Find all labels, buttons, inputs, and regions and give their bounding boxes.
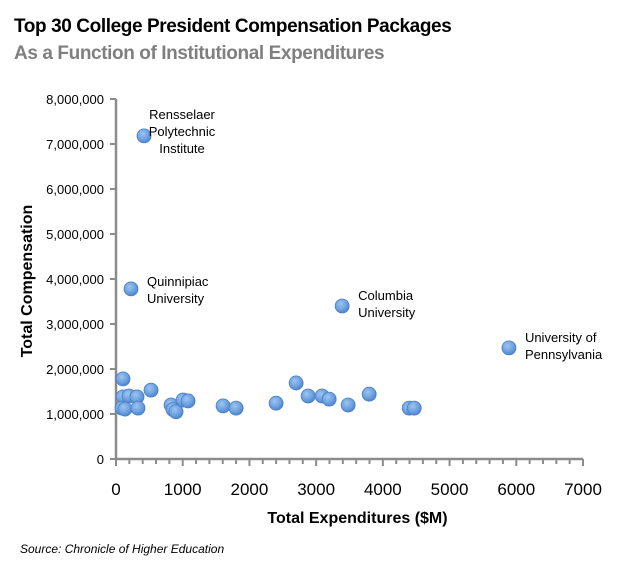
y-tick-label: 6,000,000 (46, 182, 104, 197)
data-point (228, 400, 244, 416)
tick-labels: 0 1,000,000 2,000,000 3,000,000 4,000,000 5,0… (46, 92, 602, 499)
y-tick-label: 4,000,000 (46, 272, 104, 287)
annotation-label: University (147, 291, 205, 306)
y-tick-label: 5,000,000 (46, 227, 104, 242)
data-point (136, 128, 152, 144)
x-tick-label: 3000 (297, 480, 335, 499)
data-point (361, 386, 377, 402)
x-tick-label: 4000 (364, 480, 402, 499)
x-tick-label: 0 (111, 480, 120, 499)
data-point (321, 391, 337, 407)
data-point (115, 371, 131, 387)
source-note: Source: Chronicle of Higher Education (20, 542, 225, 556)
data-point (288, 375, 304, 391)
x-axis-title: Total Expenditures ($M) (267, 510, 447, 527)
annotation-label: Rensselaer (149, 107, 215, 122)
annotation-label: Institute (159, 141, 205, 156)
y-tick-label: 1,000,000 (46, 407, 104, 422)
data-point (123, 281, 139, 297)
data-point (215, 398, 231, 414)
x-tick-label: 5000 (431, 480, 469, 499)
y-tick-label: 7,000,000 (46, 137, 104, 152)
annotation-label: Polytechnic (149, 124, 216, 139)
data-point (334, 298, 350, 314)
annotations: Rensselaer Polytechnic Institute Quinnipiac… (147, 107, 603, 362)
x-tick-label: 7000 (564, 480, 602, 499)
x-tick-label: 1000 (164, 480, 202, 499)
y-tick-label: 2,000,000 (46, 362, 104, 377)
y-tick-label: 8,000,000 (46, 92, 104, 107)
data-points (114, 128, 517, 420)
chart-title: Top 30 College President Compensation Pa… (14, 16, 452, 37)
data-point (117, 401, 133, 417)
y-tick-label: 0 (97, 452, 104, 467)
data-point (130, 400, 146, 416)
data-point (340, 397, 356, 413)
annotation-label: Quinnipiac (147, 274, 209, 289)
data-point (300, 388, 316, 404)
y-tick-label: 3,000,000 (46, 317, 104, 332)
data-point (168, 404, 184, 420)
data-point (501, 340, 517, 356)
data-point (180, 393, 196, 409)
data-point (406, 400, 422, 416)
chart-subtitle: As a Function of Institutional Expenditu… (14, 43, 385, 64)
y-axis-title: Total Compensation (19, 205, 36, 358)
x-tick-label: 6000 (497, 480, 535, 499)
annotation-label: Columbia (358, 288, 414, 303)
annotation-label: University of (525, 330, 597, 345)
annotation-label: University (358, 305, 416, 320)
data-point (268, 395, 284, 411)
x-tick-label: 2000 (231, 480, 269, 499)
data-point (143, 382, 159, 398)
annotation-label: Pennsylvania (525, 347, 603, 362)
